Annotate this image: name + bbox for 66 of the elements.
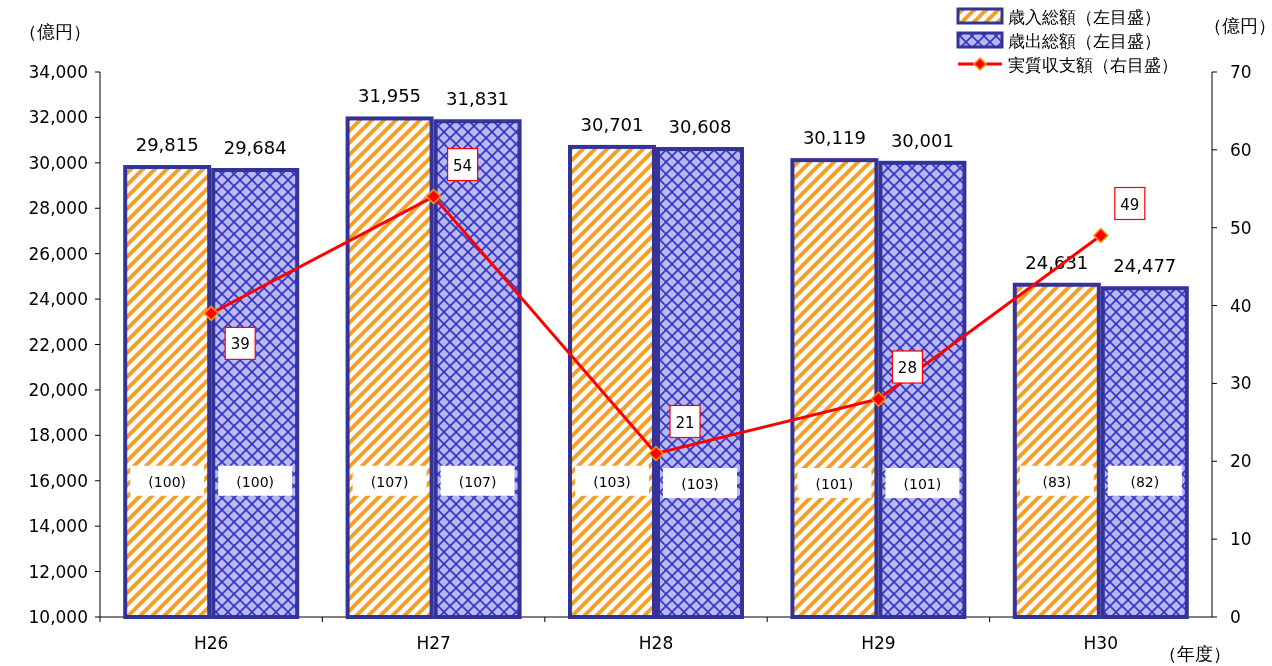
data-label: 31,955 [358,85,422,107]
data-label: 21 [675,413,695,432]
annotation: (100) [148,473,187,490]
xtick: H30 [1083,633,1118,653]
y2tick: 10 [1230,529,1252,550]
legend-label: 歳入総額（左目盛） [1008,7,1161,27]
ytick: 12,000 [28,561,88,582]
xlabel: （年度） [1159,643,1231,664]
annotation: (82) [1107,465,1182,496]
annotation: (83) [1019,465,1094,496]
ytick: 34,000 [28,62,88,82]
ytick: 32,000 [28,107,88,128]
ytick: 20,000 [28,379,88,400]
y2tick: 70 [1230,62,1252,82]
annotation: (103) [681,476,719,493]
data-label: 30,701 [580,113,644,135]
annotation: (101) [903,476,942,493]
data-label: 31,831 [446,88,510,110]
data-label: 30,119 [802,127,866,149]
annotation: (101) [885,468,960,498]
annotation: (100) [218,465,293,496]
data-label: 29,815 [135,134,199,156]
xtick: H28 [638,633,674,653]
annotation: (103) [593,473,631,490]
data-label: 30,001 [890,129,954,151]
data-label: 28 [897,359,917,377]
annotation: (103) [575,465,649,496]
ylabel: （億円） [19,21,91,42]
y2label: （億円） [1204,15,1272,36]
xtick: H29 [861,633,896,653]
xtick: H26 [194,633,229,653]
data-label: 39 [230,335,250,354]
y2tick: 30 [1230,373,1252,394]
xtick: H27 [416,633,451,653]
y2tick: 40 [1230,295,1252,316]
ytick: 30,000 [28,152,88,173]
annotation: (83) [1042,473,1072,490]
data-label: 24,477 [1113,255,1177,277]
y2tick: 50 [1230,217,1252,238]
y2tick: 20 [1230,451,1252,472]
ytick: 18,000 [28,425,88,446]
annotation: (82) [1130,473,1160,490]
annotation: (101) [815,476,854,493]
ytick: 26,000 [28,243,88,264]
ytick: 16,000 [28,470,88,491]
annotation: (107) [352,465,427,496]
annotation: (100) [130,465,205,496]
annotation: (100) [236,473,275,490]
annotation: (103) [663,468,737,498]
annotation: (107) [458,473,497,490]
annotation: (107) [370,473,409,490]
annotation: (107) [440,465,515,496]
data-label: 30,608 [668,116,732,138]
ytick: 10,000 [28,607,88,627]
y2tick: 60 [1230,139,1252,160]
ytick: 28,000 [28,198,88,219]
data-label: 54 [453,156,473,175]
data-label: 29,684 [223,137,287,158]
ytick: 24,000 [28,289,88,310]
legend-label: 歳出総額（左目盛） [1008,31,1161,51]
y2tick: 0 [1230,607,1241,627]
data-label: 49 [1120,195,1140,214]
ytick: 22,000 [28,334,88,355]
annotation: (101) [797,468,872,498]
legend-label: 実質収支額（右目盛） [1008,55,1178,75]
ytick: 14,000 [28,516,88,537]
